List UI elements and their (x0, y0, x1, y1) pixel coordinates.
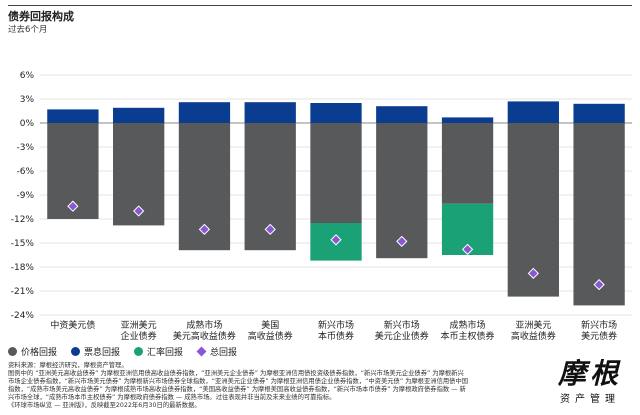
x-category-label: 亚洲美元 (515, 319, 551, 331)
top-rule (8, 5, 632, 6)
legend-swatch-price (8, 347, 17, 356)
x-category-label: 本币主权债券 (441, 330, 495, 342)
total-return-marker (396, 235, 408, 248)
legend-item-fx: 汇率回报 (134, 345, 183, 358)
x-category-label: 本币债券 (318, 330, 354, 342)
bar-coupon (47, 109, 99, 123)
x-category-label: 美国 (261, 319, 279, 331)
y-tick-label: 6% (20, 71, 35, 81)
total-return-marker (593, 278, 605, 291)
logo-sub-text: 资产管理 (560, 394, 620, 405)
legend-item-total: 总回报 (196, 345, 238, 358)
logo-main-text: 摩根 (557, 357, 622, 390)
x-category-label: 高收益债券 (248, 330, 293, 342)
legend-label-fx: 汇率回报 (147, 348, 184, 358)
y-tick-label: -21% (11, 287, 35, 297)
chart-legend: 价格回报 票息回报 汇率回报 总回报 (8, 345, 237, 358)
bar-coupon (178, 102, 231, 123)
bar-price (310, 123, 362, 223)
x-category-label: 亚洲美元 (121, 319, 157, 331)
y-tick-label: -6% (16, 167, 34, 177)
y-tick-label: -3% (16, 143, 34, 153)
footnote-date: 《环球市场纵览 — 亚洲版》，反映截至2022年6月30日的最新数据。 (8, 402, 201, 409)
y-tick-label: -18% (11, 263, 35, 273)
bar-price (376, 123, 428, 259)
x-category-label: 中资美元债 (50, 319, 95, 331)
bar-coupon (113, 107, 165, 123)
y-tick-label: -12% (11, 215, 35, 225)
footnote-definitions: 图例中的 “亚洲美元高收益债券” 为摩根亚洲信用债高收益债券指数，“亚洲美元企业… (8, 370, 469, 401)
x-category-label: 企业债券 (121, 330, 157, 342)
bar-price (507, 123, 559, 297)
x-category-label: 美元债券 (581, 330, 617, 342)
legend-swatch-total (196, 346, 207, 357)
legend-item-coupon: 票息回报 (71, 345, 120, 358)
chart-subtitle: 过去6个月 (8, 25, 48, 35)
x-category-label: 成熟市场 (186, 319, 222, 331)
total-return-marker (527, 267, 539, 280)
x-category-label: 新兴市场 (384, 319, 420, 331)
x-category-label: 新兴市场 (318, 319, 354, 331)
total-return-marker (198, 223, 211, 236)
legend-swatch-fx (134, 347, 144, 356)
bar-price (573, 123, 625, 306)
footnote-source: 资料来源：摩根经济研究，摩根资产管理。 (8, 362, 128, 369)
y-tick-label: -15% (11, 239, 35, 249)
legend-label-price: 价格回报 (21, 348, 58, 358)
legend-label-coupon: 票息回报 (84, 348, 121, 358)
bar-coupon (507, 101, 559, 123)
total-return-marker (330, 234, 342, 246)
bar-coupon (244, 102, 296, 123)
y-tick-label: 0% (20, 119, 35, 129)
brand-logo: 摩根 资产管理 (545, 357, 635, 406)
footnotes: 资料来源：摩根经济研究，摩根资产管理。 图例中的 “亚洲美元高收益债券” 为摩根… (8, 362, 470, 410)
legend-item-price: 价格回报 (8, 345, 57, 358)
chart-title: 债券回报构成 (8, 10, 74, 23)
legend-swatch-coupon (71, 347, 81, 356)
legend-label-total: 总回报 (210, 348, 238, 358)
bar-price (441, 123, 494, 204)
x-category-label: 美元高收益债券 (173, 330, 236, 342)
x-category-label: 美元企业债券 (375, 330, 429, 342)
x-category-label: 成熟市场 (450, 319, 486, 331)
bar-coupon (310, 103, 362, 123)
x-category-label: 高收益债券 (511, 330, 556, 342)
y-tick-label: -24% (11, 311, 35, 321)
bar-coupon (376, 106, 428, 123)
bar-coupon (441, 117, 494, 123)
x-category-label: 新兴市场 (581, 319, 617, 331)
total-return-marker (461, 243, 474, 256)
bar-coupon (573, 103, 625, 123)
total-return-marker (67, 200, 79, 212)
bond-return-chart: 6% 3% 0% -3% -6% -9% -12% -15% -18% -21% -24% 中资美元债… (11, 71, 632, 342)
total-return-marker (133, 205, 145, 217)
y-tick-label: -9% (16, 191, 34, 201)
total-return-marker (264, 223, 276, 236)
y-tick-label: 3% (20, 95, 35, 105)
